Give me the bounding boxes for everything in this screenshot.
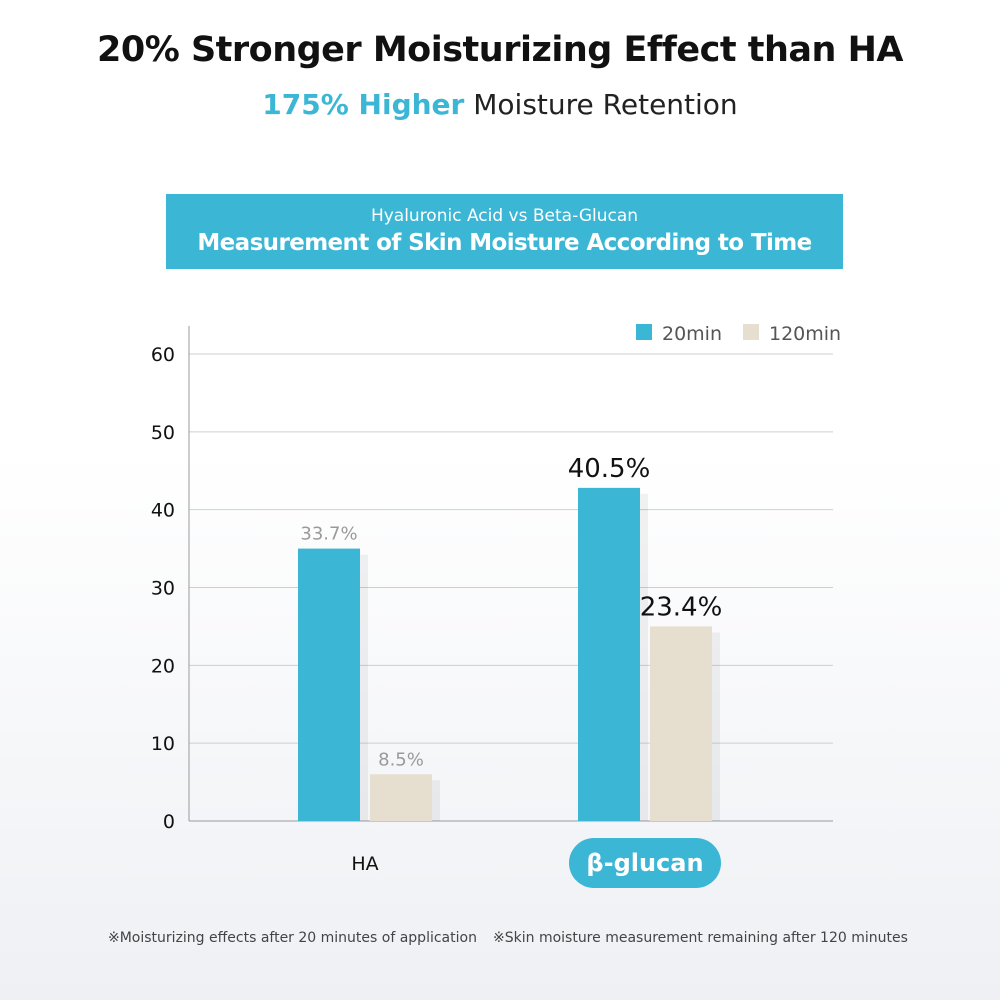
y-tick-label: 40 bbox=[151, 500, 175, 522]
bar-shadow bbox=[712, 632, 720, 821]
category-label: β-glucan bbox=[586, 849, 703, 877]
data-label: 33.7% bbox=[300, 524, 357, 545]
subheadline-rest: Moisture Retention bbox=[464, 88, 738, 121]
bar-20min-0 bbox=[298, 548, 360, 821]
chart-title-banner: Hyaluronic Acid vs Beta-Glucan Measureme… bbox=[166, 194, 843, 269]
data-label: 23.4% bbox=[640, 592, 723, 622]
subheadline-accent: 175% Higher bbox=[262, 88, 465, 121]
footnote-120min: ※Skin moisture measurement remaining aft… bbox=[493, 930, 908, 946]
bar-shadow bbox=[432, 780, 440, 821]
legend-swatch bbox=[743, 324, 759, 340]
data-label: 8.5% bbox=[378, 749, 424, 770]
footnote-20min: ※Moisturizing effects after 20 minutes o… bbox=[108, 930, 477, 946]
y-tick-label: 20 bbox=[151, 655, 175, 677]
y-tick-label: 50 bbox=[151, 422, 175, 444]
bar-120min-0 bbox=[370, 774, 432, 821]
data-label: 40.5% bbox=[568, 454, 651, 484]
y-tick-label: 60 bbox=[151, 344, 175, 366]
legend-label: 120min bbox=[769, 323, 841, 345]
banner-title: Measurement of Skin Moisture According t… bbox=[197, 230, 812, 256]
y-tick-label: 0 bbox=[163, 811, 175, 833]
category-pill bbox=[569, 838, 721, 888]
page-subheadline: 175% Higher Moisture Retention bbox=[0, 88, 1000, 121]
bar-shadow bbox=[360, 554, 368, 821]
bar-shadow bbox=[640, 493, 648, 821]
y-tick-label: 30 bbox=[151, 578, 175, 600]
legend-swatch bbox=[636, 324, 652, 340]
bar-20min-1 bbox=[578, 487, 640, 821]
bar-120min-1 bbox=[650, 626, 712, 821]
page-headline: 20% Stronger Moisturizing Effect than HA bbox=[96, 30, 904, 70]
y-tick-label: 10 bbox=[151, 733, 175, 755]
legend-label: 20min bbox=[662, 323, 722, 345]
category-label: HA bbox=[351, 853, 378, 875]
banner-subtitle: Hyaluronic Acid vs Beta-Glucan bbox=[370, 206, 639, 226]
